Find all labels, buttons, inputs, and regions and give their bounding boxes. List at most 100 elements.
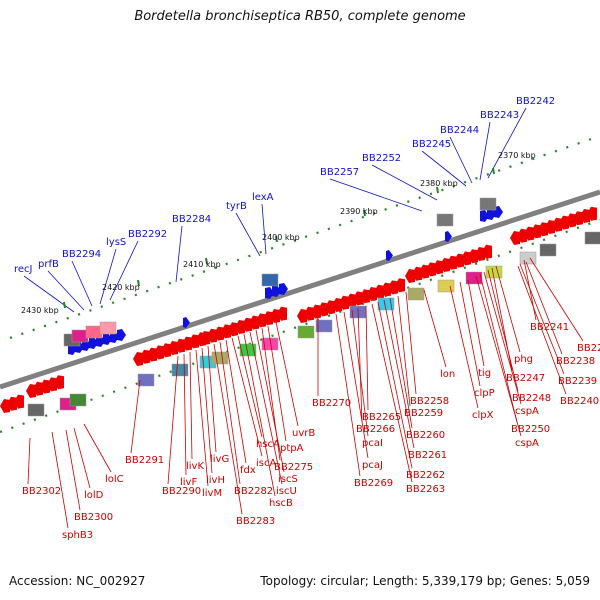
reverse-gene-arrow — [277, 306, 287, 321]
reverse-gene-arrow — [147, 347, 157, 362]
reverse-gene-arrow — [168, 341, 178, 355]
reverse-gene-label: pcaI — [362, 438, 383, 449]
forward-gene-arrow — [386, 250, 393, 261]
accession-text: Accession: NC_002927 — [9, 574, 146, 588]
reverse-gene-arrow — [538, 222, 548, 237]
reverse-gene-label: BB2265 — [362, 412, 401, 423]
reverse-gene-label: phg — [514, 354, 533, 365]
leader-line — [65, 429, 81, 511]
reverse-gene-arrow — [454, 253, 464, 268]
leader-line — [225, 339, 247, 464]
forward-gene-label: BB2244 — [440, 125, 479, 136]
forward-gene-label: BB2252 — [362, 153, 401, 164]
leader-line — [83, 423, 112, 473]
reverse-gene-label: BB2247 — [506, 373, 545, 384]
forward-gene-arrow — [117, 329, 126, 341]
leader-line — [383, 299, 415, 449]
reverse-gene-label: lolC — [105, 474, 124, 485]
leader-line — [449, 285, 479, 409]
leader-line — [423, 289, 447, 368]
leader-line — [167, 355, 179, 485]
leader-line — [255, 329, 285, 473]
leader-line — [421, 150, 467, 187]
reverse-gene-arrow — [47, 377, 57, 392]
reverse-gene-arrow — [256, 313, 266, 328]
reverse-gene-arrow — [242, 317, 252, 332]
reverse-gene-label: lolD — [84, 490, 104, 501]
reverse-gene-arrow — [559, 215, 569, 230]
leader-line — [459, 281, 481, 387]
feature-block — [137, 373, 155, 387]
reverse-gene-arrow — [475, 247, 485, 261]
reverse-gene-label: BB2283 — [236, 516, 275, 527]
reverse-gene-label: BB2259 — [404, 408, 443, 419]
reverse-gene-arrow — [200, 331, 210, 345]
backbone-band — [0, 189, 600, 390]
feature-block — [99, 321, 117, 335]
feature-block — [211, 351, 229, 365]
kbp-tick-label: 2370 kbp — [498, 151, 536, 160]
forward-gene-arrow — [445, 231, 452, 242]
reverse-gene-arrow — [140, 349, 150, 364]
reverse-gene-arrow — [207, 328, 217, 343]
leader-line — [47, 270, 85, 311]
forward-gene-label: recJ — [14, 264, 33, 275]
leader-line — [231, 337, 263, 457]
reverse-gene-arrow — [154, 345, 164, 360]
feature-block — [85, 325, 103, 339]
kbp-tick-label: 2420 kbp — [102, 283, 140, 292]
leader-line — [371, 164, 438, 201]
gene-features — [0, 197, 600, 417]
reverse-gene-arrow — [412, 266, 422, 281]
leader-line — [371, 303, 413, 483]
reverse-gene-arrow — [40, 379, 50, 394]
leader-line — [329, 178, 423, 212]
reverse-gene-arrow — [318, 302, 328, 317]
reverse-gene-arrow — [482, 244, 492, 259]
leader-line — [479, 273, 518, 423]
leader-line — [195, 349, 209, 487]
feature-block — [479, 197, 497, 211]
reverse-gene-arrow — [270, 309, 280, 323]
reverse-gene-arrow — [388, 280, 398, 295]
reverse-gene-label: hscB — [269, 498, 293, 509]
leader-line — [275, 321, 299, 427]
leader-line — [51, 431, 69, 529]
leader-line — [213, 343, 243, 515]
leader-line — [207, 345, 217, 453]
leader-line — [201, 347, 213, 474]
feature-block — [519, 251, 537, 265]
leader-line — [525, 261, 563, 355]
leader-line — [175, 225, 183, 283]
reverse-gene-label: livG — [210, 454, 229, 465]
leader-line — [397, 295, 411, 407]
kbp-tick-mark — [205, 257, 208, 265]
reverse-gene-arrow — [7, 396, 17, 411]
reverse-gene-arrow — [524, 226, 534, 241]
leader-line — [237, 335, 263, 438]
genome-backbone — [0, 189, 600, 390]
reverse-gene-label: livK — [186, 461, 204, 472]
feature-block — [437, 279, 455, 293]
reverse-gene-arrow — [161, 343, 171, 358]
reverse-gene-label: BB2240 — [560, 396, 599, 407]
reverse-gene-arrow — [440, 258, 450, 272]
reverse-gene-label: iscS — [278, 474, 298, 485]
leader-line — [487, 269, 519, 392]
reverse-gene-label: fdx — [240, 465, 256, 476]
reverse-gene-arrow — [325, 300, 335, 315]
reverse-gene-label: BB2248 — [512, 393, 551, 404]
kbp-tick-mark — [275, 235, 278, 243]
feature-block — [436, 213, 454, 227]
leader-line — [495, 265, 521, 353]
forward-gene-label: BB2294 — [62, 249, 101, 260]
leader-line — [519, 263, 565, 375]
reverse-gene-label: sphB3 — [62, 530, 93, 541]
reverse-gene-arrow — [510, 231, 520, 245]
kbp-tick-label: 2410 kbp — [183, 260, 221, 269]
reverse-gene-label: BB2300 — [74, 512, 113, 523]
reverse-gene-label: ptpA — [280, 443, 304, 454]
leader-line — [351, 309, 369, 437]
reverse-gene-label: livH — [206, 475, 225, 486]
